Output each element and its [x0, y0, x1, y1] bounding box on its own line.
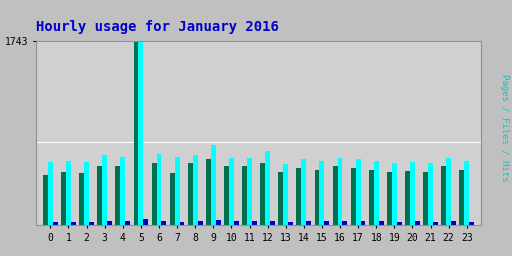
Bar [296, 168, 302, 225]
Bar [469, 222, 474, 225]
Bar [102, 155, 107, 225]
Bar [260, 163, 265, 225]
Bar [188, 163, 193, 225]
Bar [157, 154, 161, 225]
Bar [48, 162, 53, 225]
Bar [66, 161, 71, 225]
Bar [374, 161, 379, 225]
Bar [319, 161, 325, 225]
Bar [464, 161, 469, 225]
Bar [53, 222, 58, 225]
Bar [451, 221, 456, 225]
Bar [61, 172, 66, 225]
Bar [224, 166, 229, 225]
Bar [216, 220, 221, 225]
Bar [369, 170, 374, 225]
Bar [428, 163, 433, 225]
Bar [387, 172, 392, 225]
Bar [288, 222, 293, 225]
Bar [84, 162, 89, 225]
Bar [229, 158, 234, 225]
Bar [392, 163, 397, 225]
Bar [152, 163, 157, 225]
Bar [143, 219, 148, 225]
Bar [446, 158, 451, 225]
Bar [265, 151, 270, 225]
Bar [138, 41, 143, 225]
Text: Pages / Files / Hits: Pages / Files / Hits [500, 74, 509, 182]
Bar [360, 221, 366, 225]
Bar [351, 168, 356, 225]
Bar [193, 155, 198, 225]
Bar [120, 156, 125, 225]
Bar [405, 171, 410, 225]
Bar [79, 174, 84, 225]
Bar [314, 170, 319, 225]
Bar [459, 170, 464, 225]
Bar [134, 41, 138, 225]
Bar [343, 221, 347, 225]
Bar [161, 221, 166, 225]
Bar [283, 164, 288, 225]
Bar [270, 221, 275, 225]
Bar [247, 158, 252, 225]
Bar [97, 166, 102, 225]
Bar [175, 156, 180, 225]
Bar [180, 222, 184, 225]
Bar [333, 166, 337, 225]
Bar [279, 172, 283, 225]
Bar [107, 221, 112, 225]
Bar [325, 221, 329, 225]
Bar [337, 158, 343, 225]
Bar [43, 175, 48, 225]
Bar [198, 221, 203, 225]
Bar [415, 221, 420, 225]
Bar [423, 172, 428, 225]
Bar [125, 221, 130, 225]
Bar [234, 221, 239, 225]
Bar [89, 222, 94, 225]
Bar [302, 159, 306, 225]
Bar [356, 159, 360, 225]
Bar [379, 221, 383, 225]
Bar [252, 221, 257, 225]
Bar [242, 166, 247, 225]
Bar [211, 145, 216, 225]
Bar [206, 159, 211, 225]
Bar [433, 222, 438, 225]
Text: Hourly usage for January 2016: Hourly usage for January 2016 [36, 20, 279, 35]
Bar [397, 222, 402, 225]
Bar [115, 166, 120, 225]
Bar [306, 221, 311, 225]
Bar [71, 222, 76, 225]
Bar [410, 162, 415, 225]
Bar [170, 174, 175, 225]
Bar [441, 166, 446, 225]
